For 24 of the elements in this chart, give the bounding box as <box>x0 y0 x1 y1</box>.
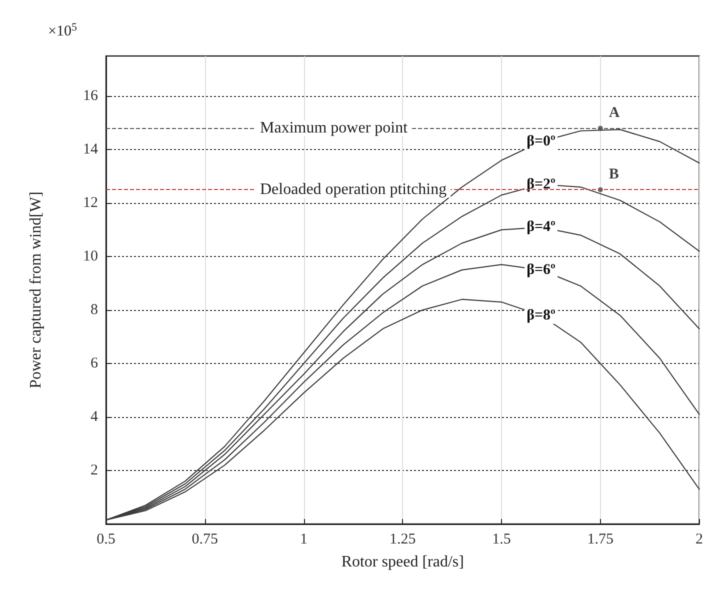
y-tick-label: 2 <box>90 462 98 479</box>
x-tick-label: 1.75 <box>587 532 614 548</box>
series-label: β=2º <box>526 176 556 192</box>
series-label: β=4º <box>526 219 556 236</box>
x-tick-label: 1.5 <box>492 532 511 548</box>
x-tick-label: 0.5 <box>96 532 116 548</box>
y-tick-label: 6 <box>90 356 98 372</box>
y-tick-label: 14 <box>83 142 98 158</box>
y-axis-title: Power captured from wind[W] <box>28 192 44 388</box>
x-tick-label: 2 <box>696 532 703 548</box>
y-tick-label: 12 <box>83 195 98 212</box>
x-tick-label: 1.25 <box>390 532 416 548</box>
annotation: A <box>608 105 620 122</box>
y-tick-label: 8 <box>90 302 98 318</box>
ref-line-label: Deloaded operation ptitching <box>260 181 447 198</box>
series-label: β=6º <box>526 262 556 278</box>
x-tick-label: 1 <box>300 532 308 548</box>
x-tick-label: 0.75 <box>192 532 218 548</box>
ref-line-label: Maximum power point <box>260 120 408 137</box>
y-tick-label: 4 <box>90 409 98 426</box>
y-tick-label: 10 <box>83 248 98 265</box>
y-tick-label: 16 <box>83 88 98 104</box>
annotation: B <box>608 166 619 183</box>
x-axis-title: Rotor speed [rad/s] <box>341 554 464 570</box>
